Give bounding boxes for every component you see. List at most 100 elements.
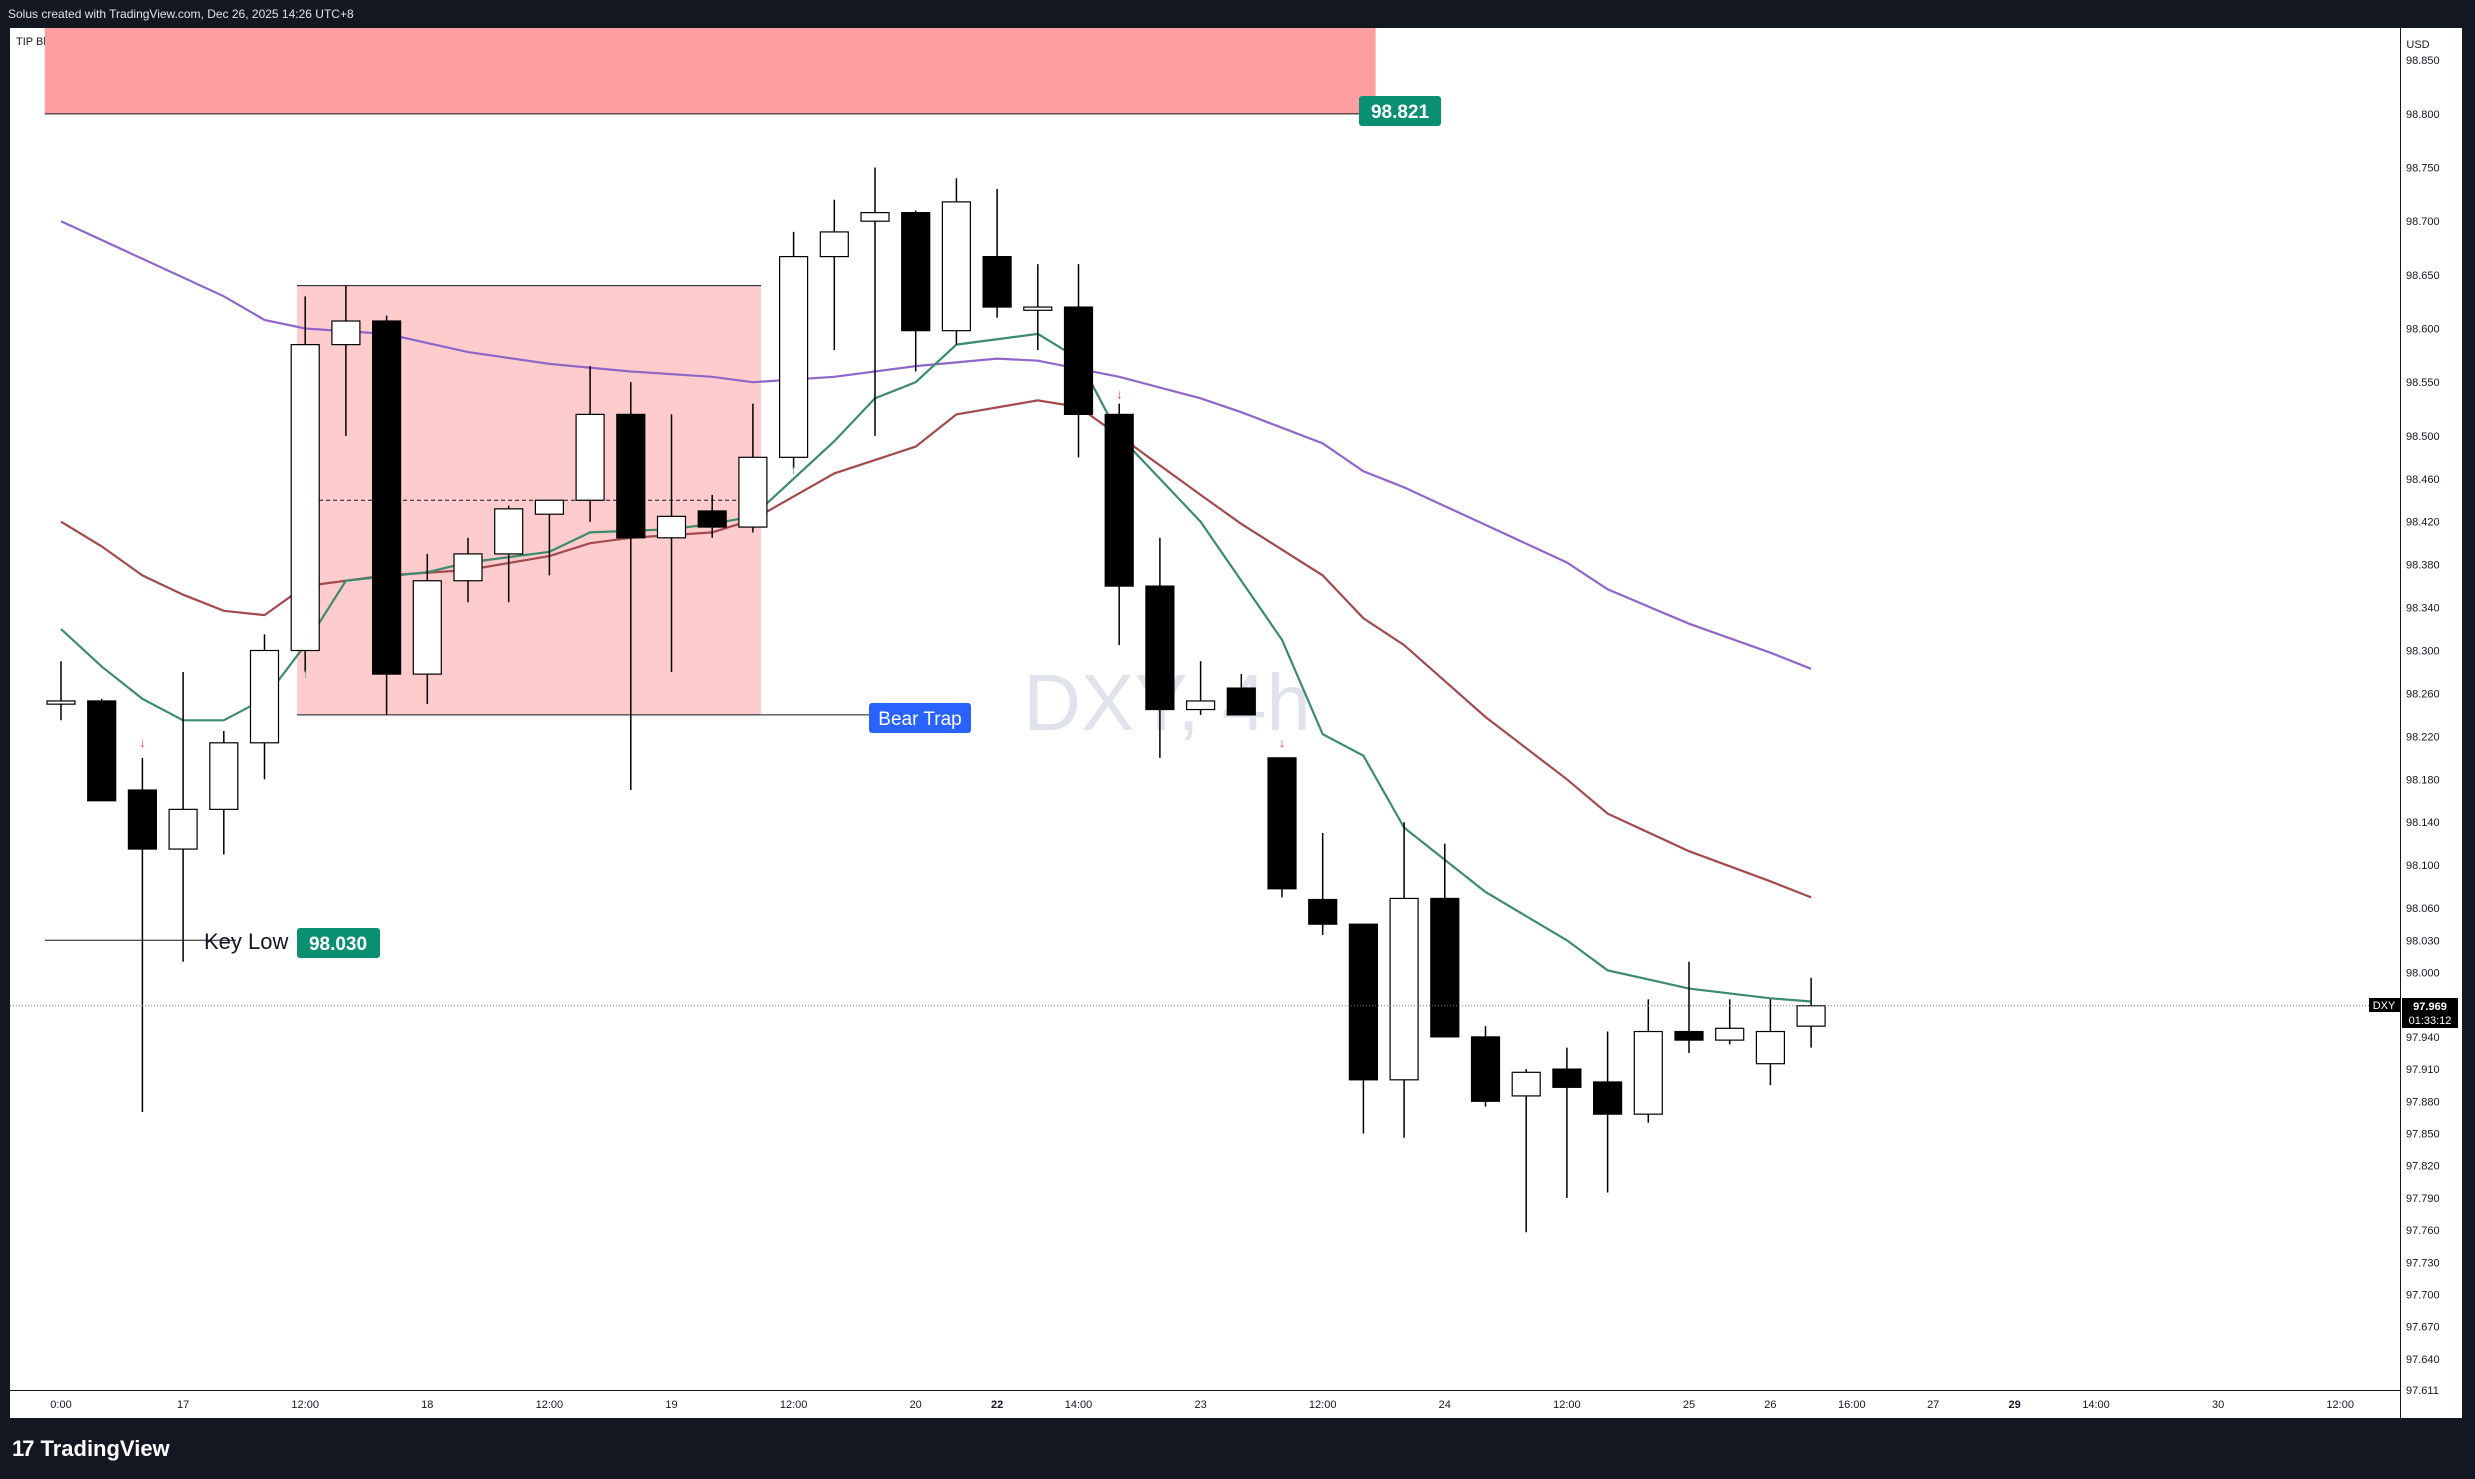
- candle-body: [249, 649, 280, 744]
- candle-body: [656, 515, 687, 539]
- price-tick-label: 97.940: [2406, 1032, 2440, 1044]
- left-border: [0, 28, 10, 1418]
- time-tick-label: 17: [177, 1399, 189, 1411]
- candle: [1755, 999, 1786, 1086]
- time-axis[interactable]: [10, 1390, 2400, 1419]
- price-tick-label: 97.670: [2406, 1322, 2440, 1334]
- chart-pane[interactable]: [10, 28, 2400, 1418]
- price-tick-label: 98.300: [2406, 646, 2440, 658]
- candle: [1552, 1047, 1582, 1198]
- candle-body: [1511, 1071, 1541, 1097]
- candle: [697, 494, 727, 538]
- time-tick-label: 12:00: [1309, 1399, 1337, 1411]
- price-tick-label: 97.850: [2406, 1128, 2440, 1140]
- candle: [1674, 961, 1704, 1053]
- candle: [1796, 977, 1826, 1048]
- price-tick-label: 98.100: [2406, 860, 2440, 872]
- candle: [1470, 1026, 1501, 1107]
- signal-arrow-down: ↓: [1279, 735, 1286, 750]
- key-low-label: Key Low: [204, 929, 288, 954]
- candle: [1063, 264, 1094, 458]
- candle-body: [1308, 898, 1338, 925]
- time-tick-label: 20: [910, 1399, 922, 1411]
- candle-body: [209, 742, 239, 810]
- candle-body: [575, 413, 605, 501]
- time-tick-label: 24: [1439, 1399, 1451, 1411]
- key-low-badge: 98.030: [297, 928, 380, 958]
- tradingview-logo[interactable]: 17 TradingView: [12, 1436, 170, 1462]
- candle: [412, 553, 442, 705]
- price-tick-label: 97.760: [2406, 1225, 2440, 1237]
- price-tick-label: 98.340: [2406, 603, 2440, 615]
- candle-body: [494, 508, 524, 555]
- candle-body: [46, 700, 76, 705]
- candle-body: [1552, 1068, 1582, 1088]
- price-tick-label: 98.700: [2406, 216, 2440, 228]
- candle-body: [168, 808, 198, 850]
- price-tick-label: 98.030: [2406, 935, 2440, 947]
- candle-body: [1592, 1081, 1623, 1115]
- candle-body: [1145, 585, 1175, 711]
- price-tick-label: 97.640: [2406, 1354, 2440, 1366]
- price-tick-label: 98.060: [2406, 903, 2440, 915]
- candle: [1430, 843, 1460, 1038]
- price-tick-label: 98.260: [2406, 688, 2440, 700]
- candle: [1348, 923, 1379, 1134]
- footer-bar: [0, 1418, 2475, 1479]
- time-tick-label: 19: [665, 1399, 677, 1411]
- candle-body: [1796, 1005, 1826, 1027]
- price-tick-label: 98.420: [2406, 517, 2440, 529]
- price-tick-label: 98.500: [2406, 431, 2440, 443]
- time-tick-label: 12:00: [780, 1399, 808, 1411]
- candle-body: [901, 212, 931, 332]
- candle: [290, 296, 320, 672]
- top-level-price: 98.821: [1371, 102, 1430, 123]
- candle: [46, 661, 76, 721]
- moving-average-line-2: [60, 399, 1812, 899]
- signal-arrow-up: ↑: [302, 665, 309, 680]
- candle: [1715, 999, 1745, 1045]
- price-tick-label: 98.800: [2406, 109, 2440, 121]
- candle-body: [778, 256, 809, 458]
- price-tick-label: 98.550: [2406, 377, 2440, 389]
- price-tick-label: 98.460: [2406, 474, 2440, 486]
- right-border: [2462, 28, 2475, 1418]
- time-tick-label: 14:00: [1065, 1399, 1093, 1411]
- candle-body: [1389, 897, 1419, 1081]
- time-tick-label: 16:00: [1838, 1399, 1866, 1411]
- candle: [1185, 661, 1216, 715]
- price-tick-label: 97.611: [2406, 1385, 2439, 1397]
- candle-body: [941, 201, 972, 332]
- candle: [738, 403, 768, 533]
- price-tick-label: 97.820: [2406, 1161, 2440, 1173]
- price-tick-label: 98.220: [2406, 731, 2440, 743]
- time-tick-label: 27: [1927, 1399, 1939, 1411]
- price-tick-label: 98.380: [2406, 560, 2440, 572]
- candle: [534, 499, 565, 576]
- top-level-badge: 98.821: [1359, 96, 1441, 126]
- candle: [87, 698, 117, 802]
- price-tick-label: 98.650: [2406, 270, 2440, 282]
- candle-body: [738, 456, 768, 528]
- price-tick-label: 98.000: [2406, 967, 2440, 979]
- candle-body: [1104, 413, 1134, 587]
- time-tick-label: 23: [1194, 1399, 1206, 1411]
- ticker-tag: DXY: [2373, 1000, 2396, 1012]
- candle: [1633, 999, 1663, 1123]
- candle: [941, 178, 972, 345]
- candle: [209, 731, 239, 855]
- price-tick-label: 98.600: [2406, 324, 2440, 336]
- price-tick-label: 97.730: [2406, 1257, 2440, 1269]
- price-tick-label: 97.700: [2406, 1289, 2440, 1301]
- candle-body: [331, 320, 361, 346]
- candle-body: [1430, 897, 1460, 1038]
- candle-body: [1063, 306, 1094, 415]
- bar-countdown: 01:33:12: [2409, 1015, 2452, 1027]
- candle: [453, 537, 483, 603]
- candle-body: [372, 320, 402, 675]
- price-axis[interactable]: [2400, 28, 2463, 1418]
- candle-body: [1755, 1030, 1786, 1065]
- candle: [127, 757, 157, 1113]
- time-tick-label: 12:00: [2326, 1399, 2354, 1411]
